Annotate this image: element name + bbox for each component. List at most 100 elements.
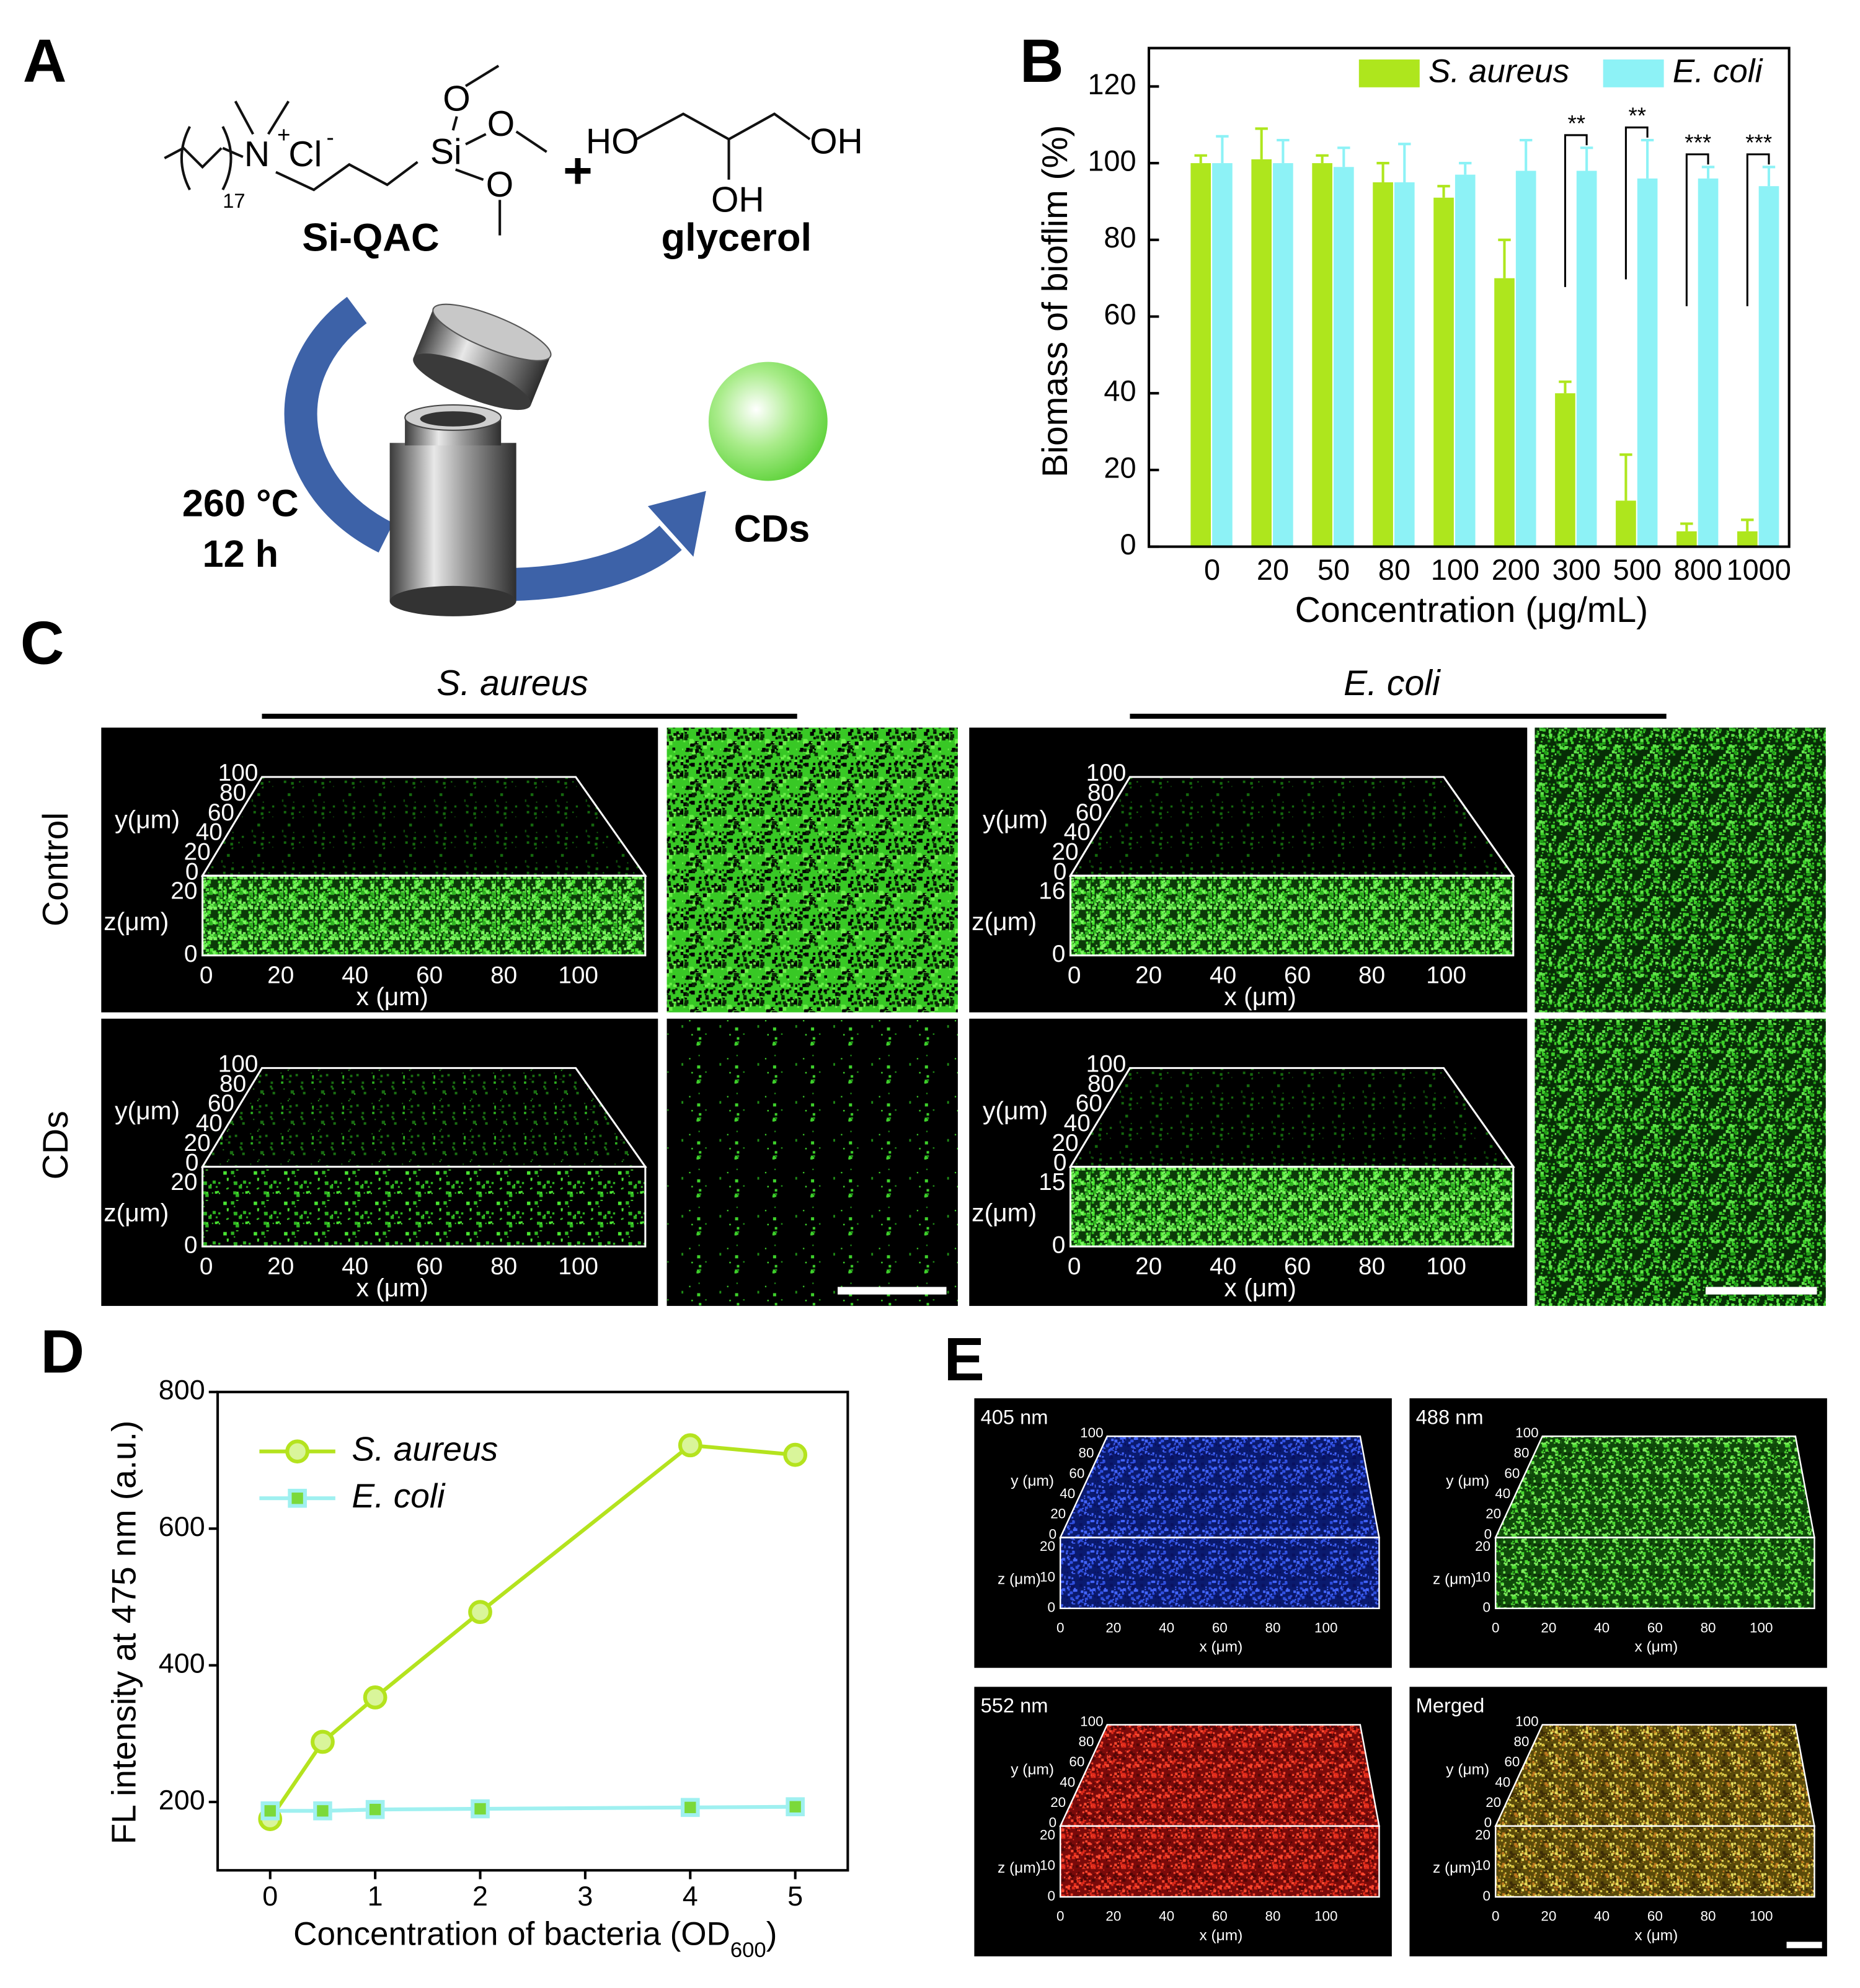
bar bbox=[1251, 159, 1272, 547]
marker bbox=[783, 1442, 808, 1467]
marker bbox=[468, 1600, 492, 1625]
axis-label: 80 bbox=[1701, 1620, 1716, 1635]
volume-front bbox=[1495, 1537, 1815, 1609]
legend-label: S. aureus bbox=[352, 1429, 498, 1468]
column-title: E. coli bbox=[1344, 663, 1441, 703]
bar bbox=[1737, 531, 1758, 547]
marker bbox=[786, 1797, 805, 1817]
axis-label: x (μm) bbox=[1224, 1273, 1296, 1302]
axis-label: 100 bbox=[1515, 1425, 1538, 1440]
error-bar bbox=[1376, 162, 1389, 183]
axis-label: y(μm) bbox=[983, 1096, 1048, 1125]
axis-label: 0 bbox=[185, 1150, 199, 1176]
axis-label: 40 bbox=[1159, 1909, 1174, 1924]
axis-label: 0 bbox=[1484, 1526, 1492, 1542]
y-tick-label: 800 bbox=[159, 1374, 205, 1406]
axis-label: 20 bbox=[1541, 1620, 1556, 1635]
axis-label: 100 bbox=[1314, 1909, 1337, 1924]
bar bbox=[1555, 393, 1575, 547]
axis-label: 10 bbox=[1475, 1858, 1490, 1873]
significance-label: ** bbox=[1628, 103, 1646, 128]
axis-label: 60 bbox=[1212, 1909, 1228, 1924]
axis-label: 20 bbox=[1040, 1827, 1055, 1842]
axis-label: x (μm) bbox=[1634, 1639, 1678, 1656]
significance-label: *** bbox=[1745, 130, 1772, 155]
charge: + bbox=[277, 122, 290, 148]
bar bbox=[1698, 178, 1719, 547]
error-bar bbox=[1680, 522, 1693, 531]
legend-swatch bbox=[1603, 59, 1664, 87]
axis-label: 20 bbox=[1135, 1253, 1162, 1280]
bond bbox=[636, 112, 811, 180]
axis-label: x (μm) bbox=[1634, 1927, 1678, 1944]
axis-label: 100 bbox=[1086, 760, 1127, 786]
axis-label: 20 bbox=[1052, 839, 1078, 866]
error-bar bbox=[1194, 154, 1207, 164]
axis-label: z (μm) bbox=[1433, 1571, 1476, 1588]
axis-label: 0 bbox=[1056, 1620, 1064, 1635]
axis-label: 20 bbox=[170, 878, 197, 905]
atom: OH bbox=[810, 122, 863, 162]
bar bbox=[1616, 500, 1636, 547]
x-axis-title: Concentration of bacteria (OD600) bbox=[293, 1915, 777, 1962]
axis-label: 100 bbox=[558, 1253, 598, 1280]
axis-label: y (μm) bbox=[1446, 1761, 1489, 1778]
significance-bracket bbox=[1746, 153, 1770, 306]
autoclave-lid bbox=[413, 303, 552, 410]
x-tick-label: 800 bbox=[1674, 554, 1722, 586]
panel-letter: E bbox=[944, 1325, 984, 1393]
axis-label: 60 bbox=[1076, 799, 1102, 826]
axis-label: 0 bbox=[1052, 1231, 1066, 1258]
bond bbox=[275, 161, 418, 192]
atom: O bbox=[486, 165, 513, 205]
axis-label: 20 bbox=[1050, 1795, 1066, 1810]
axis-label: 100 bbox=[1515, 1713, 1538, 1729]
axis-label: 60 bbox=[1647, 1620, 1663, 1635]
x-tick-label: 80 bbox=[1378, 554, 1410, 586]
axis-label: 80 bbox=[219, 779, 246, 806]
axis-label: 80 bbox=[219, 1070, 246, 1097]
volume-outline bbox=[202, 1166, 647, 1248]
reaction-arrow bbox=[500, 525, 682, 601]
axis-label: 40 bbox=[1210, 1253, 1236, 1280]
marker bbox=[311, 1729, 335, 1754]
autoclave-vessel bbox=[389, 404, 516, 616]
axis-label: 20 bbox=[1475, 1538, 1490, 1554]
significance-bracket bbox=[1685, 153, 1709, 306]
axis-label: y (μm) bbox=[1011, 1473, 1054, 1489]
axis-label: 0 bbox=[1053, 1150, 1067, 1176]
axis-label: 20 bbox=[1050, 1506, 1066, 1522]
axis-label: 40 bbox=[1594, 1620, 1610, 1635]
x-tick-label: 200 bbox=[1492, 554, 1540, 586]
axis-label: 80 bbox=[1265, 1620, 1281, 1635]
bracket bbox=[180, 126, 191, 191]
error-bar bbox=[1762, 166, 1776, 187]
axis-label: 80 bbox=[1087, 1070, 1114, 1097]
axis-label: z(μm) bbox=[972, 1198, 1037, 1227]
bar bbox=[1212, 163, 1233, 547]
axis-label: z (μm) bbox=[998, 1860, 1041, 1876]
axis-label: 40 bbox=[1064, 819, 1091, 846]
axis-label: 0 bbox=[185, 858, 199, 885]
significance-label: *** bbox=[1685, 130, 1711, 155]
y-tick-label: 120 bbox=[1087, 68, 1136, 100]
volume-outline bbox=[1059, 1825, 1380, 1898]
volume-outline bbox=[1494, 1825, 1815, 1898]
column-title: S. aureus bbox=[436, 663, 588, 703]
axis-label: 20 bbox=[1052, 1130, 1078, 1156]
channel-label: Merged bbox=[1416, 1694, 1485, 1717]
error-bar bbox=[1519, 138, 1533, 171]
axis-label: 0 bbox=[1492, 1620, 1499, 1635]
axis-label: 60 bbox=[416, 962, 443, 989]
axis-label: 80 bbox=[1079, 1445, 1094, 1461]
axis-label: 60 bbox=[1212, 1620, 1228, 1635]
axis-label: 40 bbox=[1495, 1486, 1510, 1501]
x-axis-title: Concentration (μg/mL) bbox=[1295, 590, 1649, 630]
synthesis-scheme bbox=[164, 64, 811, 236]
axis-label: 20 bbox=[1541, 1909, 1556, 1924]
panel-letter: C bbox=[20, 609, 64, 677]
axis-label: 0 bbox=[1483, 1600, 1490, 1615]
